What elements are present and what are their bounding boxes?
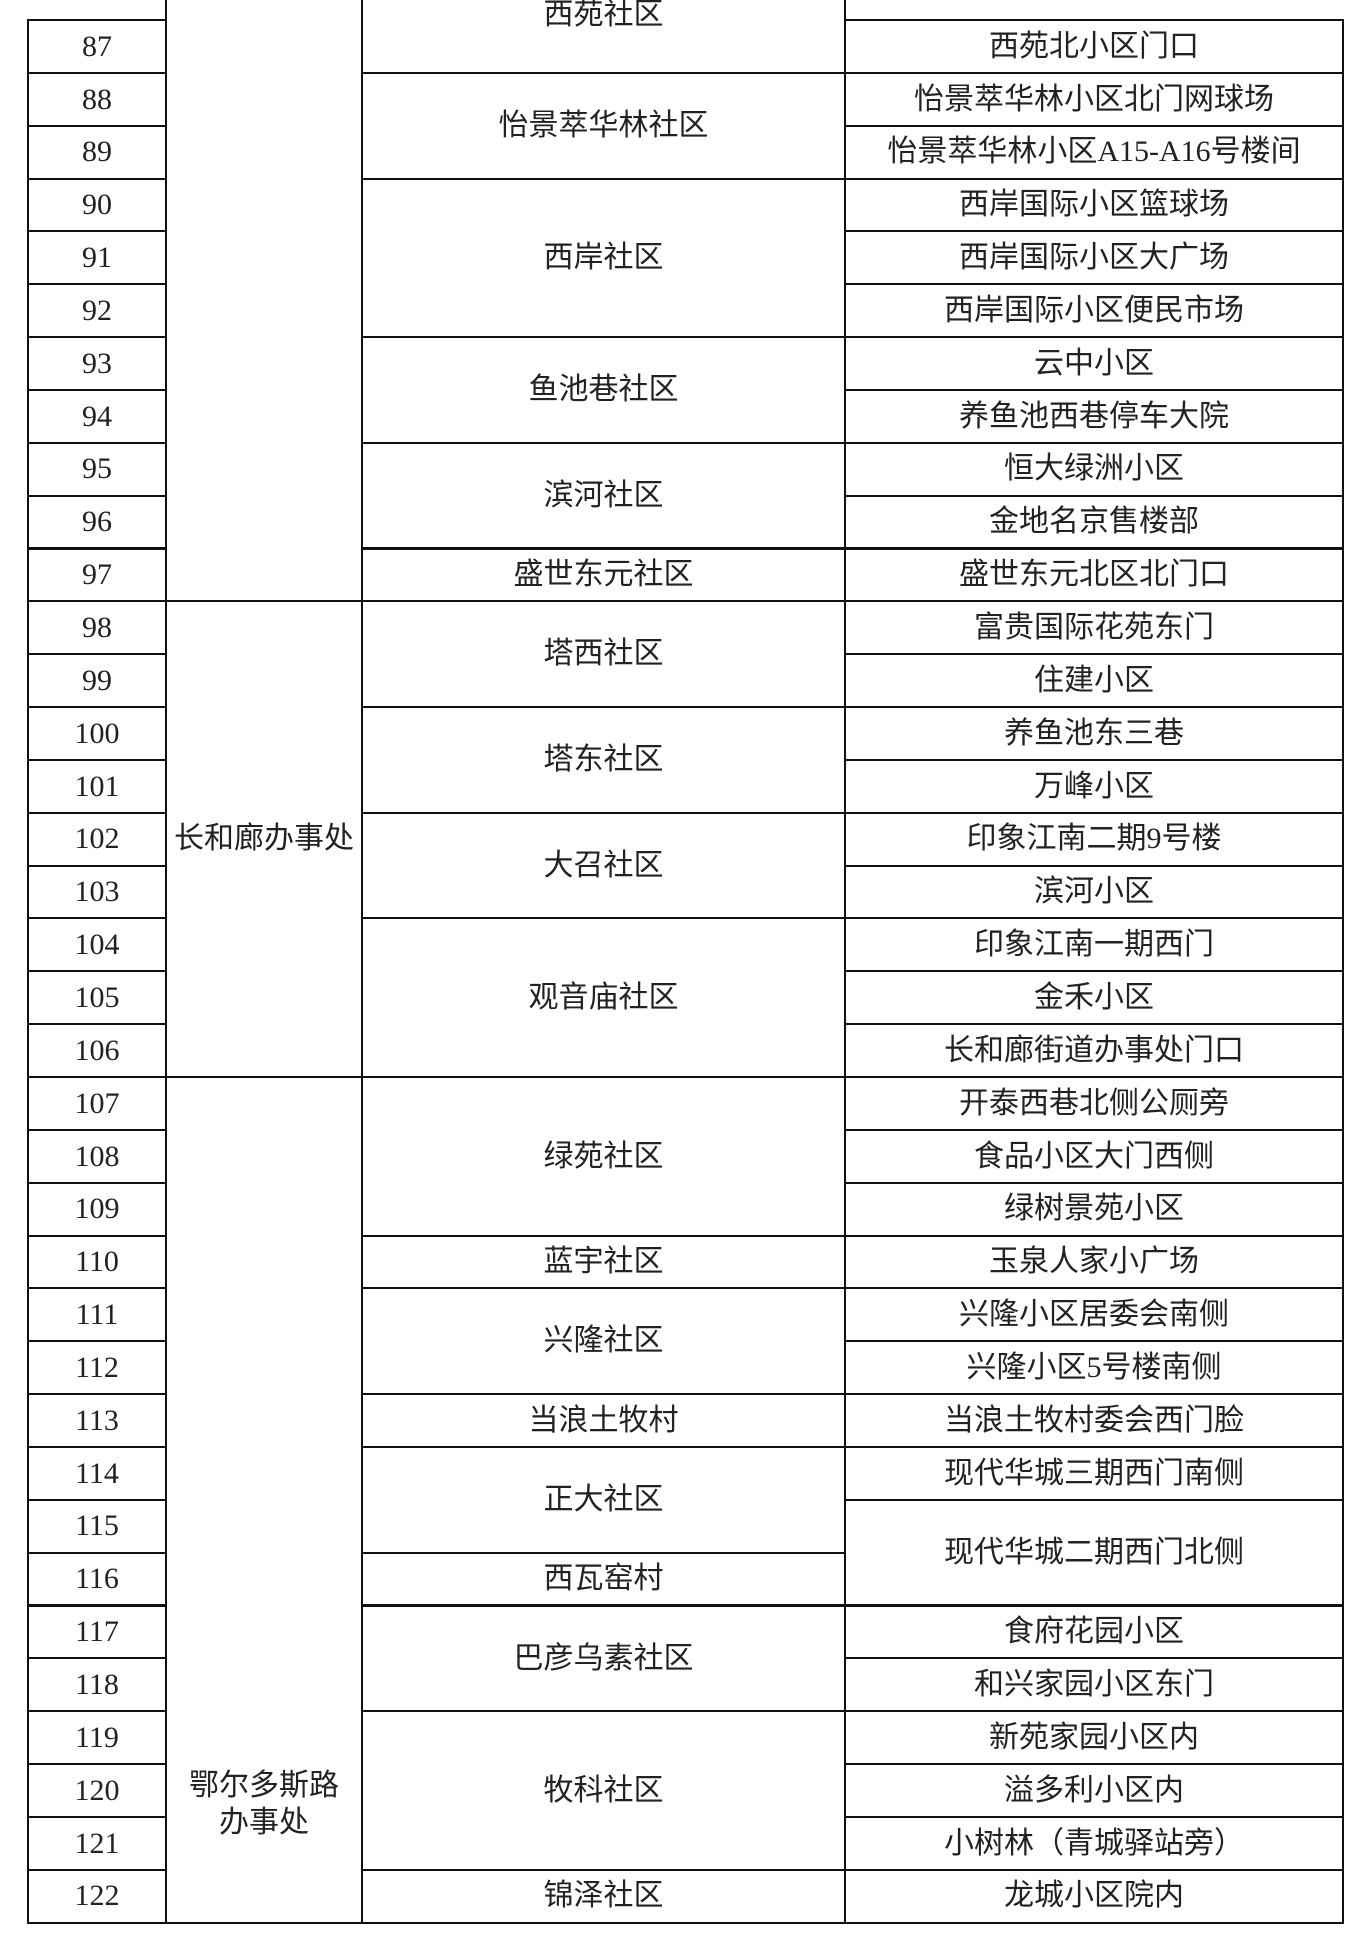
row-number: 100	[27, 706, 167, 761]
row-number: 116	[27, 1551, 167, 1607]
community-cell: 观音庙社区	[361, 917, 846, 1078]
row-number: 107	[27, 1076, 167, 1131]
row-number: 109	[27, 1181, 167, 1237]
community-cell: 锦泽社区	[361, 1868, 846, 1924]
row-number: 121	[27, 1815, 167, 1871]
location-cell: 兴隆小区居委会南侧	[844, 1287, 1344, 1343]
row-number: 122	[27, 1868, 167, 1924]
community-cell: 大召社区	[361, 811, 846, 920]
location-cell: 食品小区大门西侧	[844, 1128, 1344, 1184]
location-cell: 西岸国际小区大广场	[844, 230, 1344, 286]
location-cell: 食府花园小区	[844, 1604, 1344, 1660]
location-cell: 龙城小区院内	[844, 1868, 1344, 1924]
row-number: 95	[27, 441, 167, 497]
row-number: 104	[27, 917, 167, 973]
location-cell: 云中小区	[844, 336, 1344, 391]
row-number: 101	[27, 758, 167, 814]
community-cell: 西岸社区	[361, 177, 846, 339]
location-cell: 怡景萃华林小区A15-A16号楼间	[844, 124, 1344, 180]
row-number: 103	[27, 864, 167, 920]
row-number: 120	[27, 1763, 167, 1818]
location-cell: 滨河小区	[844, 864, 1344, 920]
row-number: 91	[27, 230, 167, 286]
location-cell: 盛世东元北区北门口	[844, 547, 1344, 603]
location-cell: 西苑北小区门口	[844, 19, 1344, 74]
row-number: 99	[27, 653, 167, 709]
location-cell: 新苑家园小区内	[844, 1710, 1344, 1766]
community-cell: 正大社区	[361, 1445, 846, 1554]
row-number: 96	[27, 494, 167, 550]
location-cell: 和兴家园小区东门	[844, 1657, 1344, 1713]
location-cell: 住建小区	[844, 653, 1344, 709]
location-cell: 养鱼池东三巷	[844, 706, 1344, 761]
location-cell: 印象江南一期西门	[844, 917, 1344, 973]
community-cell: 滨河社区	[361, 441, 846, 550]
location-cell: 兴隆小区5号楼南侧	[844, 1340, 1344, 1396]
location-cell: 现代华城三期西门南侧	[844, 1445, 1344, 1501]
community-cell: 绿苑社区	[361, 1076, 846, 1237]
row-number: 98	[27, 600, 167, 656]
row-number: 115	[27, 1498, 167, 1554]
location-cell: 溢多利小区内	[844, 1763, 1344, 1818]
community-cell: 西瓦窑村	[361, 1551, 846, 1607]
location-cell: 金地名京售楼部	[844, 494, 1344, 550]
row-number: 117	[27, 1604, 167, 1660]
row-number: 111	[27, 1287, 167, 1343]
row-number: 105	[27, 970, 167, 1026]
row-number: 113	[27, 1393, 167, 1448]
row-number: 97	[27, 547, 167, 603]
row-number: 89	[27, 124, 167, 180]
location-cell: 西岸国际小区便民市场	[844, 283, 1344, 339]
community-cell: 鱼池巷社区	[361, 336, 846, 444]
row-number: 94	[27, 388, 167, 444]
row-number: 114	[27, 1445, 167, 1501]
row-number: 88	[27, 71, 167, 127]
row-number: 93	[27, 336, 167, 391]
office-cell: 鄂尔多斯路 办事处	[165, 1076, 363, 1924]
community-cell: 塔东社区	[361, 706, 846, 814]
office-cell: 长和廊办事处	[165, 600, 363, 1078]
community-cell: 当浪土牧村	[361, 1393, 846, 1448]
row-number: 119	[27, 1710, 167, 1766]
location-cell: 开泰西巷北侧公厕旁	[844, 1076, 1344, 1131]
community-cell: 牧科社区	[361, 1710, 846, 1871]
row-number: 87	[27, 19, 167, 74]
location-cell: 富贵国际花苑东门	[844, 600, 1344, 656]
location-cell: 西岸国际小区篮球场	[844, 177, 1344, 233]
location-cell: 印象江南二期9号楼	[844, 811, 1344, 867]
location-cell: 万峰小区	[844, 758, 1344, 814]
community-cell: 怡景萃华林社区	[361, 71, 846, 180]
location-cell: 长和廊街道办事处门口	[844, 1023, 1344, 1078]
community-cell: 蓝宇社区	[361, 1234, 846, 1290]
row-number: 112	[27, 1340, 167, 1396]
location-cell: 金禾小区	[844, 970, 1344, 1026]
community-cell: 巴彦乌素社区	[361, 1604, 846, 1713]
community-cell: 兴隆社区	[361, 1287, 846, 1396]
row-number: 102	[27, 811, 167, 867]
location-cell: 玉泉人家小广场	[844, 1234, 1344, 1290]
row-number: 106	[27, 1023, 167, 1078]
location-cell: 现代华城二期西门北侧	[844, 1498, 1344, 1607]
row-number: 90	[27, 177, 167, 233]
row-number: 118	[27, 1657, 167, 1713]
row-number: 92	[27, 283, 167, 339]
location-cell: 当浪土牧村委会西门脸	[844, 1393, 1344, 1448]
community-cell: 塔西社区	[361, 600, 846, 709]
office-cell	[165, 0, 363, 603]
location-cell: 绿树景苑小区	[844, 1181, 1344, 1237]
location-cell: 小树林（青城驿站旁）	[844, 1815, 1344, 1871]
location-cell: 怡景萃华林小区北门网球场	[844, 71, 1344, 127]
location-cell: 养鱼池西巷停车大院	[844, 388, 1344, 444]
row-number: 110	[27, 1234, 167, 1290]
community-cell: 盛世东元社区	[361, 547, 846, 603]
location-cell: 恒大绿洲小区	[844, 441, 1344, 497]
row-number: 108	[27, 1128, 167, 1184]
community-cell: 西苑社区	[361, 0, 846, 74]
